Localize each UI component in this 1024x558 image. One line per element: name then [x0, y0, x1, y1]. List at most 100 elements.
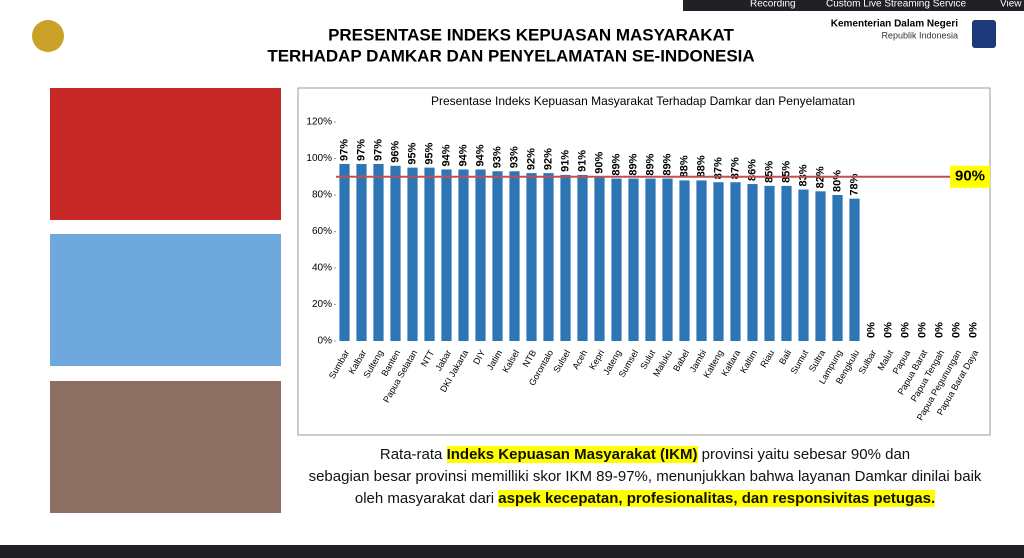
- value-label: 97%: [355, 139, 367, 161]
- bar: [441, 169, 452, 341]
- text: Rata-rata: [379, 446, 447, 463]
- value-label: 0%: [882, 322, 894, 338]
- bar: [730, 182, 741, 341]
- bar: [543, 173, 554, 341]
- bar: [458, 169, 469, 341]
- y-tick-label: 20%: [312, 299, 332, 310]
- value-label: 97%: [372, 139, 384, 161]
- value-label: 78%: [848, 173, 860, 195]
- paragraph-line: oleh masyarakat dari aspek kecepatan, pr…: [300, 488, 990, 510]
- bar: [560, 174, 571, 341]
- logo: [972, 20, 996, 48]
- bar: [815, 191, 826, 341]
- value-label: 95%: [423, 142, 435, 164]
- value-label: 86%: [746, 159, 758, 181]
- bar: [849, 198, 860, 341]
- service[interactable]: Custom Live Streaming Service: [826, 0, 966, 10]
- value-label: 95%: [406, 142, 418, 164]
- recording: Recording: [750, 0, 796, 10]
- value-label: 0%: [933, 322, 945, 338]
- value-label: 90%: [593, 152, 605, 174]
- highlight-text: Indeks Kepuasan Masyarakat (IKM): [446, 446, 698, 463]
- value-label: 0%: [865, 322, 877, 338]
- bar: [798, 189, 809, 341]
- value-label: 89%: [661, 153, 673, 175]
- value-label: 83%: [797, 164, 809, 186]
- value-label: 94%: [440, 144, 452, 166]
- bar: [679, 180, 690, 341]
- value-label: 92%: [525, 148, 537, 170]
- bottom-bar: [0, 545, 1024, 558]
- bar: [747, 184, 758, 341]
- y-tick-label: 80%: [312, 190, 332, 201]
- value-label: 97%: [338, 139, 350, 161]
- bar: [764, 185, 775, 341]
- y-tick-label: 60%: [312, 226, 332, 237]
- photo: [50, 381, 281, 513]
- chart-title: Presentase Indeks Kepuasan Masyarakat Te…: [431, 94, 855, 108]
- value-label: 94%: [474, 144, 486, 166]
- y-tick-label: 0%: [318, 336, 333, 347]
- value-label: 85%: [780, 161, 792, 183]
- value-label: 0%: [899, 322, 911, 338]
- paragraph-line: Rata-rata Indeks Kepuasan Masyarakat (IK…: [300, 444, 990, 466]
- value-label: 0%: [950, 322, 962, 338]
- value-label: 85%: [763, 161, 775, 183]
- value-label: 91%: [559, 150, 571, 172]
- value-label: 91%: [576, 150, 588, 172]
- bar: [475, 169, 486, 341]
- photo: [50, 88, 281, 220]
- org: Kementerian Dalam Negeri: [831, 19, 958, 30]
- bar: [781, 185, 792, 341]
- bar: [577, 174, 588, 341]
- paragraph-line: sebagian besar provinsi memilliki skor I…: [300, 466, 990, 488]
- value-label: 89%: [610, 153, 622, 175]
- value-label: 0%: [916, 322, 928, 338]
- y-tick-label: 100%: [306, 153, 332, 164]
- bar: [662, 178, 673, 341]
- text: oleh masyarakat dari: [354, 490, 499, 507]
- value-label: 88%: [695, 155, 707, 177]
- bar: [509, 171, 520, 341]
- highlight-text: aspek kecepatan, profesionalitas, dan re…: [498, 490, 936, 507]
- value-label: 89%: [627, 153, 639, 175]
- bar: [492, 171, 503, 341]
- value-label: 93%: [508, 146, 520, 168]
- bar: [526, 173, 537, 341]
- bar: [628, 178, 639, 341]
- title: PRESENTASE INDEKS KEPUASAN MASYARAKAT: [328, 25, 734, 44]
- bar: [339, 163, 350, 341]
- text: sebagian besar provinsi memilliki skor I…: [308, 468, 982, 485]
- value-label: 93%: [491, 146, 503, 168]
- value-label: 87%: [712, 157, 724, 179]
- value-label: 89%: [644, 153, 656, 175]
- bar: [696, 180, 707, 341]
- bar: [594, 176, 605, 341]
- bar: [424, 167, 435, 341]
- value-label: 94%: [457, 144, 469, 166]
- toolbar-bar: [683, 0, 1024, 11]
- emblem: [32, 20, 64, 52]
- bar: [373, 163, 384, 341]
- bar: [832, 195, 843, 341]
- title: TERHADAP DAMKAR DAN PENYELAMATAN SE-INDO…: [267, 46, 754, 65]
- bar: [390, 165, 401, 341]
- target-label: 90%: [955, 168, 985, 185]
- y-tick-label: 120%: [306, 117, 332, 128]
- target-label-bg: [950, 165, 990, 188]
- text: provinsi yaitu sebesar 90% dan: [697, 446, 911, 463]
- value-label: 88%: [678, 155, 690, 177]
- paragraph: Rata-rata Indeks Kepuasan Masyarakat (IK…: [300, 444, 990, 510]
- photo: [50, 234, 281, 366]
- value-label: 87%: [729, 157, 741, 179]
- y-tick-label: 40%: [312, 263, 332, 274]
- bar: [356, 163, 367, 341]
- view[interactable]: View: [1000, 0, 1022, 10]
- bar: [645, 178, 656, 341]
- bar: [611, 178, 622, 341]
- value-label: 80%: [831, 170, 843, 192]
- value-label: 0%: [967, 322, 979, 338]
- value-label: 92%: [542, 148, 554, 170]
